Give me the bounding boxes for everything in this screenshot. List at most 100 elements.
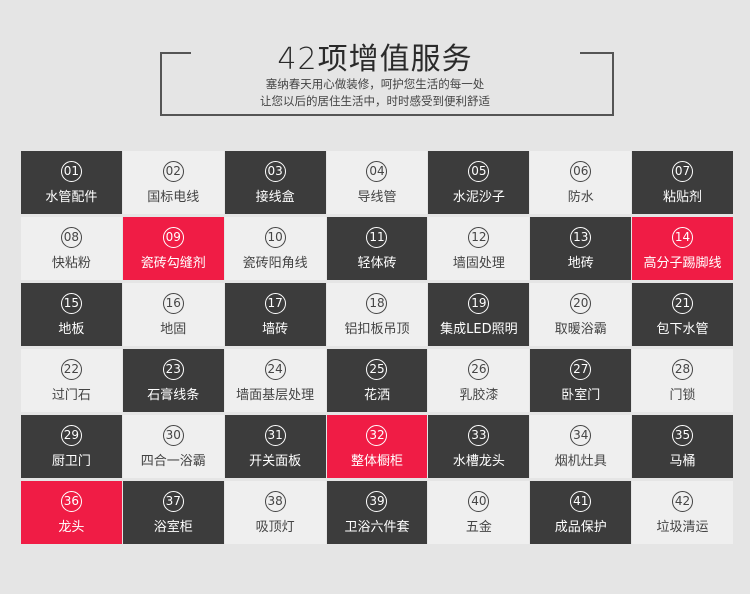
service-label: 快粘粉 (51, 255, 91, 271)
service-tile: 22 过门石 (21, 349, 122, 412)
service-number-badge: 38 (264, 490, 286, 512)
service-number-badge: 24 (264, 358, 286, 380)
service-label: 浴室柜 (153, 519, 193, 535)
service-tile: 01 水管配件 (21, 151, 122, 214)
service-number-badge: 06 (570, 160, 592, 182)
service-number-badge: 36 (60, 490, 82, 512)
service-label: 国标电线 (147, 189, 200, 205)
service-number-badge: 14 (672, 226, 694, 248)
service-label: 防水 (567, 189, 594, 205)
service-number-badge: 13 (570, 226, 592, 248)
service-tile: 07 粘贴剂 (632, 151, 733, 214)
service-label: 导线管 (357, 189, 397, 205)
service-number-badge: 15 (60, 292, 82, 314)
service-tile: 29 厨卫门 (21, 415, 122, 478)
service-label: 地固 (160, 321, 187, 337)
service-label: 厨卫门 (51, 453, 91, 469)
service-label: 取暖浴霸 (554, 321, 607, 337)
service-number-badge: 34 (570, 424, 592, 446)
service-tile: 28 门锁 (632, 349, 733, 412)
service-tile: 06 防水 (530, 151, 632, 214)
service-number-badge: 08 (60, 226, 82, 248)
service-tile: 32 整体橱柜 (326, 415, 428, 478)
service-tile: 20 取暖浴霸 (530, 283, 632, 346)
service-label: 地板 (58, 321, 85, 337)
service-number-badge: 28 (672, 358, 694, 380)
service-label: 烟机灶具 (554, 453, 607, 469)
service-tile: 39 卫浴六件套 (326, 481, 428, 544)
service-tile: 36 龙头 (21, 481, 122, 544)
service-number-badge: 02 (162, 160, 184, 182)
service-number-badge: 25 (366, 358, 388, 380)
service-tile: 27 卧室门 (530, 349, 632, 412)
service-number-badge: 22 (60, 358, 82, 380)
service-label: 水槽龙头 (452, 453, 505, 469)
service-label: 卫浴六件套 (344, 519, 410, 535)
service-tile: 42 垃圾清运 (632, 481, 733, 544)
service-number-badge: 20 (570, 292, 592, 314)
service-number-badge: 09 (162, 226, 184, 248)
service-label: 墙固处理 (452, 255, 505, 271)
service-label: 过门石 (51, 387, 91, 403)
subtitle-line-1: 塞纳春天用心做装修，呵护您生活的每一处 (265, 77, 485, 91)
page-title: 42项增值服务 (277, 42, 473, 77)
service-label: 包下水管 (656, 321, 709, 337)
service-label: 石膏线条 (147, 387, 200, 403)
service-tile: 18 铝扣板吊顶 (326, 283, 428, 346)
service-tile: 02 国标电线 (122, 151, 224, 214)
service-number-badge: 16 (162, 292, 184, 314)
service-tile: 34 烟机灶具 (530, 415, 632, 478)
service-tile: 25 花洒 (326, 349, 428, 412)
frame-top-right-line (580, 52, 614, 54)
service-number-badge: 37 (162, 490, 184, 512)
service-tile: 09 瓷砖勾缝剂 (122, 217, 224, 280)
service-label: 花洒 (363, 387, 390, 403)
service-number-badge: 23 (162, 358, 184, 380)
service-number-badge: 21 (672, 292, 694, 314)
service-label: 卧室门 (561, 387, 601, 403)
service-tile: 40 五金 (428, 481, 530, 544)
title-frame (160, 52, 614, 116)
service-label: 墙砖 (262, 321, 289, 337)
service-number-badge: 26 (468, 358, 490, 380)
service-number-badge: 19 (468, 292, 490, 314)
service-tile: 04 导线管 (326, 151, 428, 214)
service-label: 瓷砖勾缝剂 (140, 255, 206, 271)
service-label: 垃圾清运 (656, 519, 709, 535)
subtitle-line-2: 让您以后的居住生活中，时时感受到便利舒适 (260, 94, 490, 108)
service-tile: 41 成品保护 (530, 481, 632, 544)
service-tile: 19 集成LED照明 (428, 283, 530, 346)
service-tile: 35 马桶 (632, 415, 733, 478)
service-label: 乳胶漆 (459, 387, 499, 403)
service-number-badge: 07 (672, 160, 694, 182)
service-label: 四合一浴霸 (140, 453, 206, 469)
service-tile: 05 水泥沙子 (428, 151, 530, 214)
service-tile: 23 石膏线条 (122, 349, 224, 412)
service-tile: 17 墙砖 (224, 283, 326, 346)
service-number-badge: 18 (366, 292, 388, 314)
service-tile: 30 四合一浴霸 (122, 415, 224, 478)
service-tile: 26 乳胶漆 (428, 349, 530, 412)
service-number-badge: 30 (162, 424, 184, 446)
service-label: 墙面基层处理 (236, 387, 315, 403)
service-number-badge: 32 (366, 424, 388, 446)
service-label: 水泥沙子 (452, 189, 505, 205)
service-number-badge: 39 (366, 490, 388, 512)
service-tile: 21 包下水管 (632, 283, 733, 346)
service-number-badge: 03 (264, 160, 286, 182)
service-tile: 11 轻体砖 (326, 217, 428, 280)
service-tile: 14 高分子踢脚线 (632, 217, 733, 280)
service-number-badge: 17 (264, 292, 286, 314)
services-grid: 01 水管配件 02 国标电线 03 接线盒 04 导线管 05 水泥沙子 06 防水 07 粘贴剂 08 快… (21, 151, 733, 544)
service-label: 轻体砖 (357, 255, 397, 271)
service-label: 水管配件 (45, 189, 98, 205)
service-number-badge: 04 (366, 160, 388, 182)
service-label: 集成LED照明 (440, 321, 518, 337)
service-number-badge: 01 (60, 160, 82, 182)
service-number-badge: 31 (264, 424, 286, 446)
service-number-badge: 05 (468, 160, 490, 182)
service-tile: 31 开关面板 (224, 415, 326, 478)
service-label: 吸顶灯 (255, 519, 295, 535)
service-number-badge: 12 (468, 226, 490, 248)
service-label: 开关面板 (249, 453, 302, 469)
